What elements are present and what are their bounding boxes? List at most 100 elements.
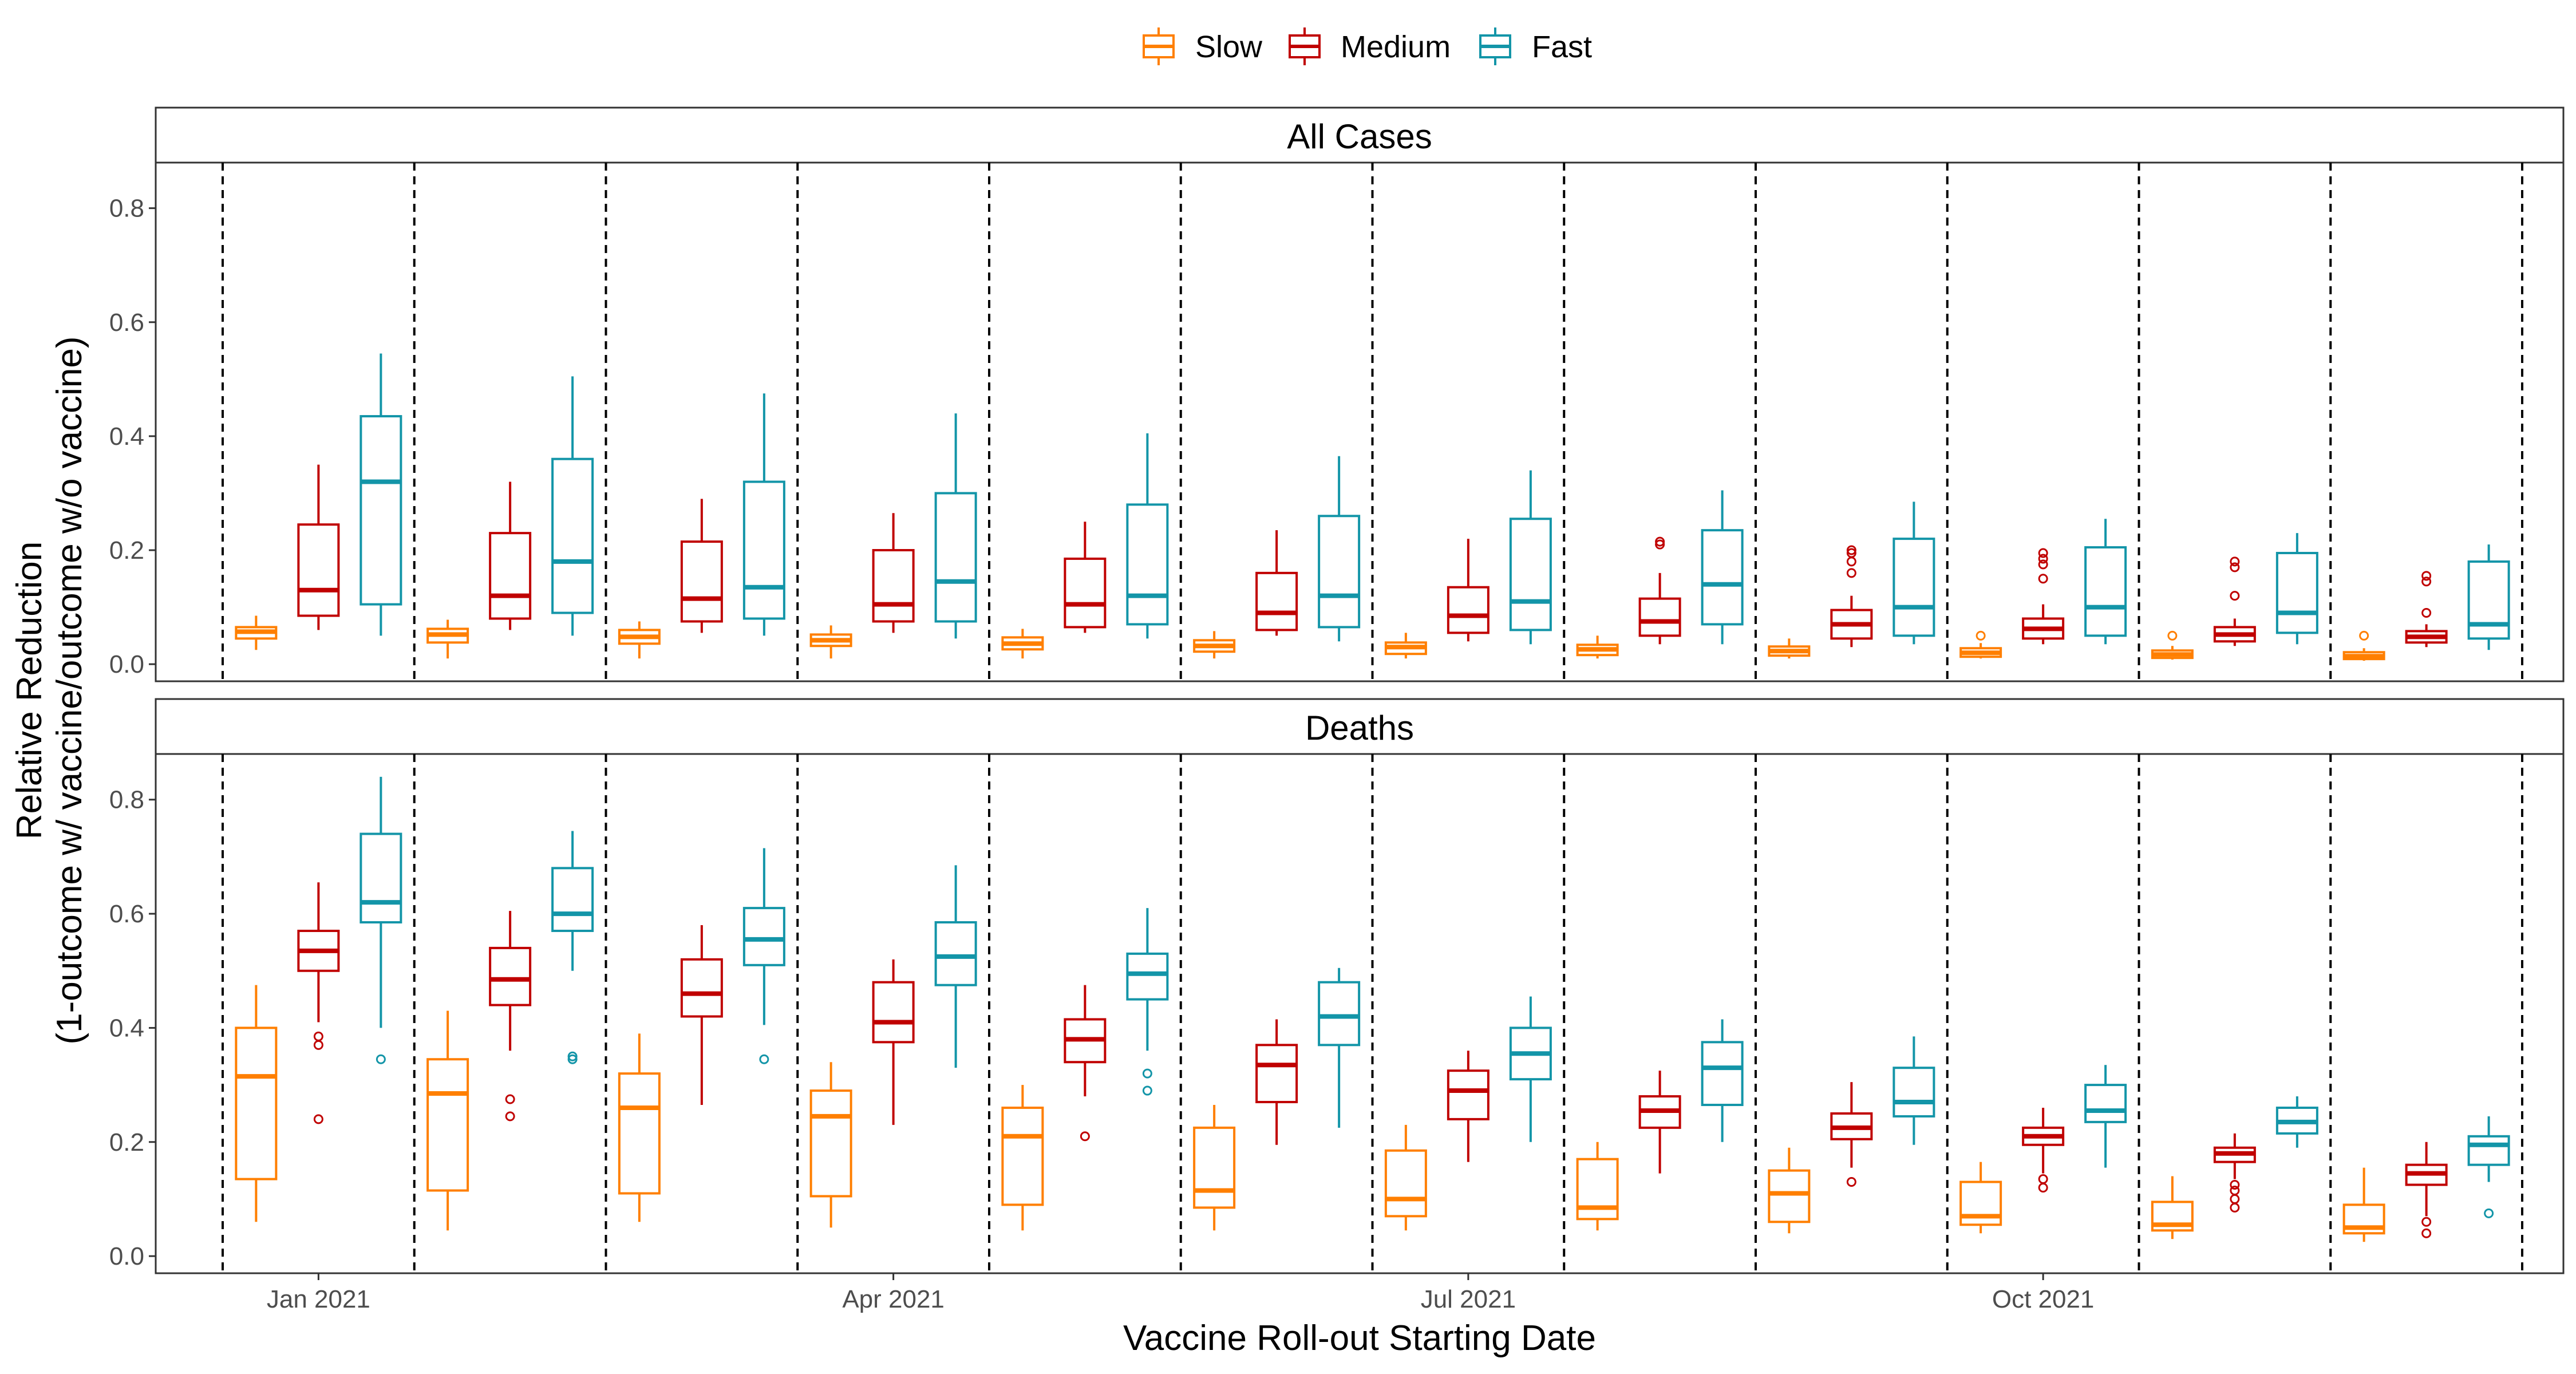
box-iqr <box>934 492 977 623</box>
box-iqr <box>426 1058 469 1192</box>
box-fast <box>742 848 785 1064</box>
box-iqr <box>551 867 594 932</box>
box-iqr <box>359 415 402 606</box>
box-slow <box>1384 633 1427 659</box>
box-slow <box>1193 1104 1236 1231</box>
box-fast <box>1318 968 1361 1128</box>
y-axis-title-line-2: (1-outcome w/ vaccine/outcome w/o vaccin… <box>50 336 89 1044</box>
boxes <box>235 776 2510 1242</box>
box-medium <box>297 464 340 630</box>
box-slow <box>1576 1142 1619 1231</box>
box-slow <box>1768 1147 1811 1234</box>
outlier-point <box>2230 562 2240 572</box>
box-medium <box>872 513 915 633</box>
box-fast <box>1893 1036 1935 1145</box>
y-tick-label: 0.2 <box>109 1128 144 1156</box>
outlier-point <box>2484 1208 2494 1218</box>
box-iqr <box>359 832 402 924</box>
box-fast <box>934 865 977 1068</box>
box-slow <box>2342 1167 2385 1242</box>
box-medium <box>1638 536 1681 645</box>
box-slow <box>1001 629 1044 659</box>
legend-label-medium: Medium <box>1341 30 1451 64</box>
box-iqr <box>1638 597 1681 637</box>
outlier-point <box>1846 1177 1856 1187</box>
box-slow <box>1959 630 2002 659</box>
box-fast <box>1318 456 1361 642</box>
box-slow <box>235 615 278 650</box>
legend-key-fast <box>1479 27 1511 65</box>
y-tick-label: 0.8 <box>109 195 144 223</box>
outlier-point <box>1846 568 1856 578</box>
box-iqr <box>1893 1067 1935 1118</box>
outlier-point <box>1142 1085 1152 1096</box>
outlier-point <box>2421 571 2432 581</box>
y-tick-label: 0.8 <box>109 786 144 814</box>
outlier-point <box>1655 539 1665 550</box>
outlier-point <box>2038 1174 2048 1185</box>
box-iqr <box>1384 1149 1427 1218</box>
box-iqr <box>872 549 915 623</box>
box-iqr <box>297 523 340 617</box>
strip-label-deaths: Deaths <box>1305 709 1414 747</box>
y-axis: 0.0 0.2 0.4 0.6 0.8 <box>109 786 156 1270</box>
box-iqr <box>235 1026 278 1180</box>
box-fast <box>551 376 594 636</box>
panel-all-cases: All Cases 0.0 0.2 0.4 0.6 0.8 <box>109 106 2565 682</box>
y-tick-label: 0.6 <box>109 900 144 928</box>
box-iqr <box>2275 551 2318 634</box>
box-fast <box>2084 1065 2127 1168</box>
y-axis: 0.0 0.2 0.4 0.6 0.8 <box>109 195 156 678</box>
outlier-point <box>1976 630 1986 641</box>
box-slow <box>618 621 661 659</box>
box-medium <box>2213 556 2256 646</box>
panel-deaths: Deaths 0.0 0.2 0.4 0.6 0.8 <box>109 698 2565 1274</box>
outlier-point <box>376 1054 386 1064</box>
box-iqr <box>1126 503 1169 626</box>
box-iqr <box>1509 518 1552 631</box>
box-fast <box>1893 502 1935 645</box>
y-tick-label: 0.6 <box>109 309 144 337</box>
outlier-point <box>313 1031 323 1041</box>
box-iqr <box>680 958 723 1018</box>
x-tick-label: Jan 2021 <box>267 1285 370 1313</box>
box-iqr <box>1318 981 1361 1047</box>
box-medium <box>2213 1133 2256 1213</box>
box-fast <box>359 776 402 1064</box>
strip-deaths <box>155 698 2565 755</box>
box-iqr <box>809 1089 852 1198</box>
group-dividers <box>222 163 2523 681</box>
box-medium <box>1255 530 1298 636</box>
box-medium <box>1064 522 1107 633</box>
box-medium <box>1064 985 1107 1142</box>
outlier-point <box>2038 574 2048 584</box>
y-tick-label: 0.0 <box>109 650 144 678</box>
outlier-point <box>567 1054 578 1064</box>
box-medium <box>1830 545 1873 647</box>
group-dividers <box>222 754 2523 1273</box>
x-axis-title: Vaccine Roll-out Starting Date <box>1123 1318 1596 1358</box>
strip-label-all-cases: All Cases <box>1287 117 1432 156</box>
box-fast <box>1701 1019 1744 1142</box>
outlier-point <box>1846 545 1856 555</box>
box-fast <box>2084 519 2127 645</box>
box-fast <box>2467 1116 2510 1218</box>
box-fast <box>934 413 977 639</box>
box-iqr <box>1701 529 1744 626</box>
y-tick-label: 0.4 <box>109 1014 144 1042</box>
box-slow <box>1576 635 1619 659</box>
box-fast <box>1126 908 1169 1096</box>
box-medium <box>297 882 340 1124</box>
y-tick-label: 0.2 <box>109 536 144 564</box>
box-slow <box>1768 638 1811 659</box>
box-medium <box>1830 1082 1873 1187</box>
outlier-point <box>1080 1131 1090 1142</box>
legend-label-fast: Fast <box>1532 30 1592 64</box>
box-medium <box>680 925 723 1105</box>
box-fast <box>1701 490 1744 645</box>
box-medium <box>2022 548 2065 645</box>
box-medium <box>680 499 723 633</box>
box-slow <box>235 985 278 1222</box>
x-axis: Jan 2021 Apr 2021 Jul 2021 Oct 2021 <box>267 1273 2094 1313</box>
